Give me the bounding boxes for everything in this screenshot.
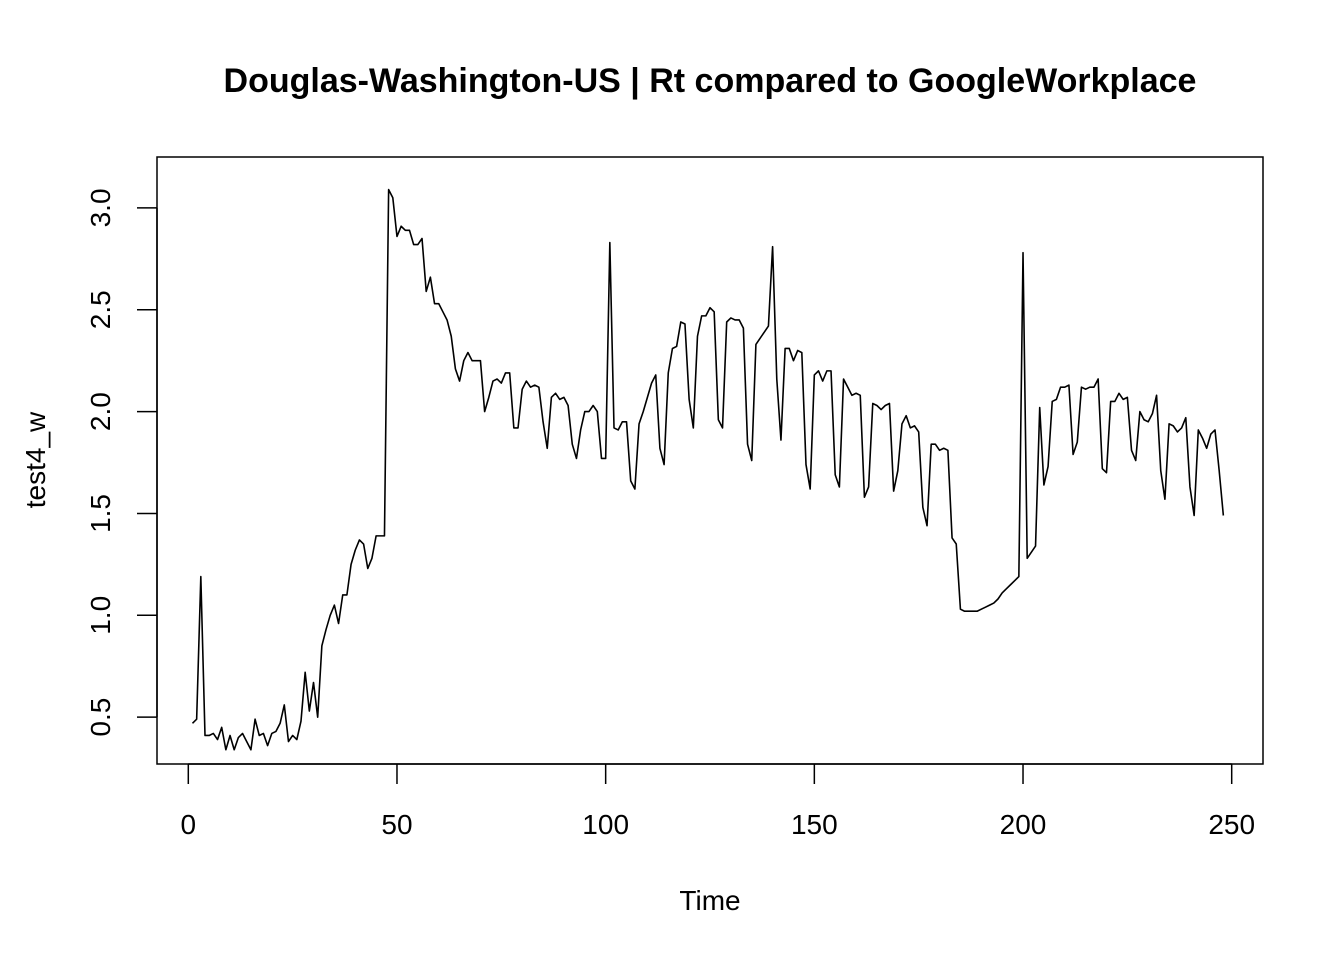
x-tick-label: 200 [1000,809,1047,840]
x-tick-label: 50 [381,809,412,840]
x-tick-label: 0 [181,809,197,840]
chart-title: Douglas-Washington-US | Rt compared to G… [224,62,1197,100]
y-tick-label: 1.0 [85,596,116,635]
y-tick-label: 0.5 [85,698,116,737]
y-axis-label: test4_w [20,411,51,508]
series-line [191,188,1225,751]
y-tick-label: 3.0 [85,188,116,227]
x-tick-label: 100 [582,809,629,840]
y-tick-label: 2.0 [85,392,116,431]
y-tick-label: 2.5 [85,290,116,329]
x-axis: 0 50 100 150 200 250 [181,763,1255,840]
y-tick-label: 1.5 [85,494,116,533]
plot-frame [156,156,1264,765]
x-tick-label: 150 [791,809,838,840]
y-axis: 0.5 1.0 1.5 2.0 2.5 3.0 [85,188,158,737]
x-tick-label: 250 [1208,809,1255,840]
x-axis-label: Time [679,885,740,916]
